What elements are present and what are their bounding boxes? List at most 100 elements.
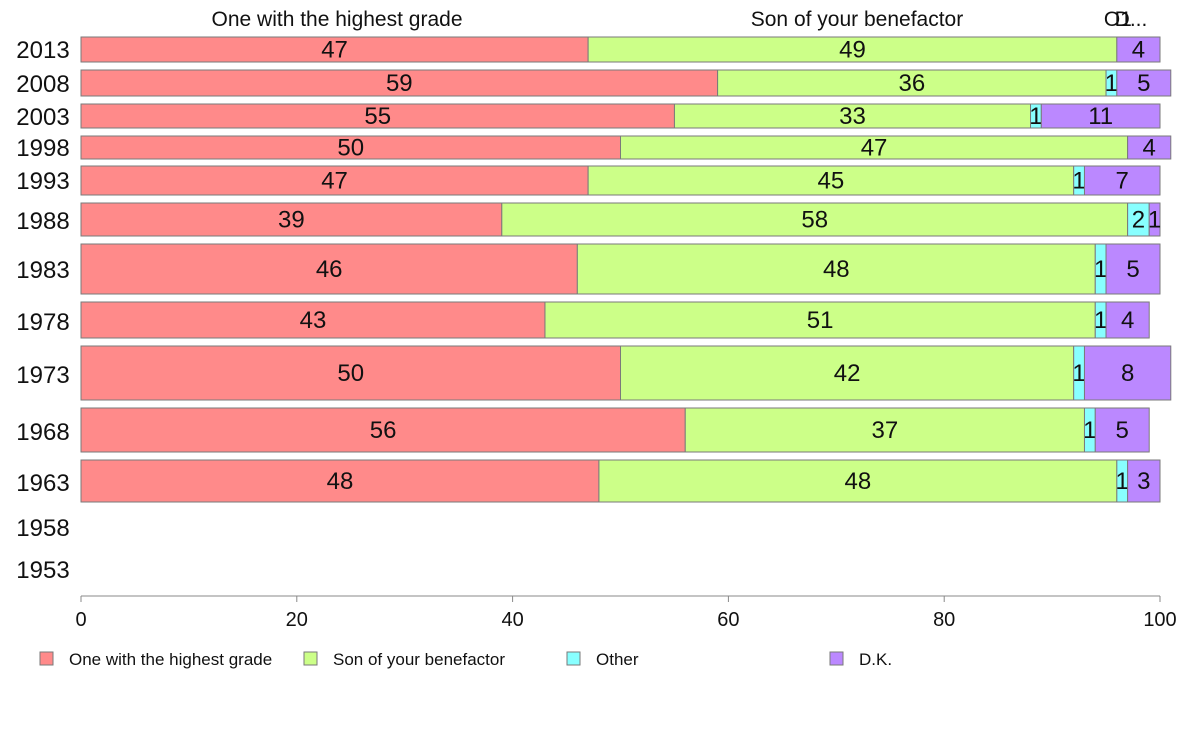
x-tick-label: 100: [1143, 609, 1176, 631]
bar-segment: [1083, 345, 1172, 401]
bar-segment: [80, 36, 589, 63]
top-series-label: O: [1104, 8, 1120, 31]
data-label: 1: [1148, 207, 1161, 234]
bar-segment: [587, 36, 1118, 63]
top-series-label: Son of your benefactor: [751, 8, 963, 31]
data-label: 1: [1094, 307, 1107, 334]
legend-label: One with the highest grade: [69, 650, 272, 669]
data-label: 47: [321, 37, 348, 64]
data-label: 51: [807, 307, 834, 334]
data-label: 1: [1094, 256, 1107, 283]
legend-swatch: [829, 651, 844, 666]
data-label: 50: [337, 135, 364, 162]
bar-segment: [1116, 36, 1161, 63]
data-label: 42: [834, 360, 861, 387]
data-label: 43: [300, 307, 327, 334]
top-series-label: One with the highest grade: [212, 8, 463, 31]
legend-label: D.K.: [859, 650, 892, 669]
bar-segment: [80, 202, 503, 237]
data-label: 33: [839, 103, 866, 130]
bar-segment: [1083, 165, 1161, 196]
bar-segment: [80, 345, 621, 401]
x-tick-label: 40: [501, 609, 523, 631]
year-label: 1983: [16, 257, 69, 284]
bar-segment: [576, 243, 1096, 295]
data-label: 11: [1088, 103, 1113, 130]
data-label: 7: [1116, 168, 1129, 195]
year-label: 1958: [16, 515, 69, 542]
year-label: 2003: [16, 104, 69, 131]
data-label: 49: [839, 37, 866, 64]
bar-segment: [684, 407, 1085, 453]
year-label: 2008: [16, 71, 69, 98]
data-label: 4: [1121, 307, 1134, 334]
data-label: 46: [316, 256, 343, 283]
bar-segment: [1148, 202, 1161, 237]
data-label: 1: [1029, 103, 1042, 130]
year-label: 1963: [16, 470, 69, 497]
x-tick-label: 0: [75, 609, 86, 631]
data-label: 1: [1072, 360, 1085, 387]
bar-segment: [620, 345, 1075, 401]
year-label: 1953: [16, 557, 69, 584]
x-tick-label: 80: [933, 609, 955, 631]
bar-segment: [501, 202, 1129, 237]
year-label: 1988: [16, 208, 69, 235]
year-label: 1968: [16, 419, 69, 446]
year-label: 2013: [16, 37, 69, 64]
bar-segment: [1105, 243, 1161, 295]
data-label: 4: [1143, 135, 1156, 162]
data-label: 4: [1132, 37, 1145, 64]
bar-segment: [1105, 301, 1150, 339]
data-label: 55: [364, 103, 391, 130]
bar-segment: [1040, 103, 1161, 129]
data-label: 48: [823, 256, 850, 283]
data-label: 39: [278, 207, 305, 234]
legend-swatch: [566, 651, 581, 666]
year-label: 1993: [16, 168, 69, 195]
data-label: 1: [1083, 417, 1096, 444]
data-label: 47: [861, 135, 888, 162]
bar-segment: [80, 243, 578, 295]
bar-segment: [544, 301, 1096, 339]
data-label: 5: [1116, 417, 1129, 444]
bar-segment: [1094, 407, 1150, 453]
data-label: 5: [1137, 70, 1150, 97]
data-label: 47: [321, 168, 348, 195]
data-label: 2: [1132, 207, 1145, 234]
legend-swatch: [39, 651, 54, 666]
data-label: 48: [845, 468, 872, 495]
year-label: 1978: [16, 309, 69, 336]
data-label: 1: [1105, 70, 1118, 97]
data-label: 1: [1116, 468, 1129, 495]
bar-segment: [80, 301, 546, 339]
bar-segment: [80, 103, 675, 129]
data-label: 1: [1072, 168, 1085, 195]
data-label: 37: [872, 417, 899, 444]
data-label: 5: [1126, 256, 1139, 283]
data-label: 45: [818, 168, 845, 195]
data-label: 50: [337, 360, 364, 387]
data-label: 58: [801, 207, 828, 234]
data-label: 8: [1121, 360, 1134, 387]
bar-segment: [673, 103, 1032, 129]
top-series-label: 1: [1120, 8, 1132, 31]
x-tick-label: 60: [717, 609, 739, 631]
x-tick-label: 20: [286, 609, 308, 631]
bar-segment: [1127, 135, 1172, 160]
bar-segment: [1116, 69, 1172, 97]
year-label: 1973: [16, 362, 69, 389]
top-series-label: D...: [1115, 8, 1148, 31]
data-label: 3: [1137, 468, 1150, 495]
year-label: 1998: [16, 135, 69, 162]
legend-label: Son of your benefactor: [333, 650, 505, 669]
data-label: 36: [898, 70, 925, 97]
bar-segment: [80, 407, 686, 453]
bar-segment: [1127, 459, 1161, 503]
data-label: 59: [386, 70, 413, 97]
legend-label: Other: [596, 650, 639, 669]
bar-segment: [80, 69, 719, 97]
bar-segment: [80, 165, 589, 196]
